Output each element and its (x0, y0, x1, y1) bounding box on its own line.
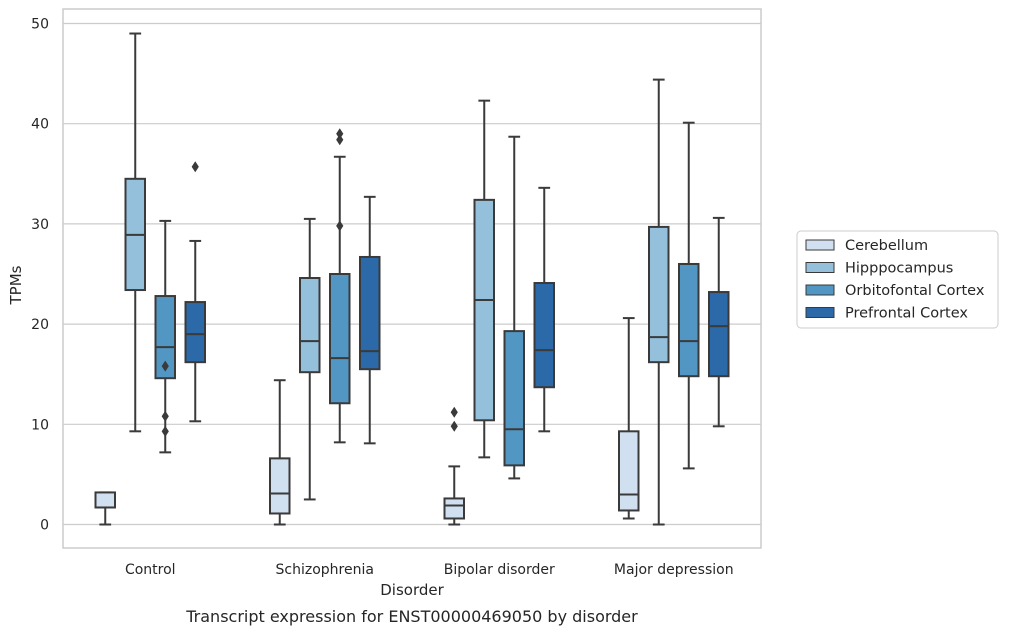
y-tick-label: 20 (31, 317, 49, 333)
y-tick-label: 50 (31, 17, 49, 33)
plot-background (63, 9, 761, 548)
outlier-point (161, 410, 169, 422)
x-axis-title: Disorder (380, 581, 444, 599)
y-tick-label: 10 (31, 417, 49, 433)
x-tick-label: Major depression (614, 562, 734, 578)
x-tick-label: Control (125, 562, 176, 578)
outlier-point (450, 406, 458, 418)
box-orbitofontal-cortex (154, 219, 176, 454)
box-iqr (359, 255, 381, 371)
box-iqr (473, 198, 495, 422)
box-prefrontal-cortex (184, 161, 206, 423)
gridlines (63, 22, 761, 526)
box-hipppocampus (299, 217, 321, 501)
box-iqr (269, 457, 291, 515)
x-axis-ticks: Control Schizophrenia Bipolar disorder Majo… (125, 562, 734, 578)
box-prefrontal-cortex (533, 186, 555, 433)
plot-frame (62, 8, 762, 549)
box-iqr (329, 273, 351, 405)
x-tick-label: Schizophrenia (276, 562, 374, 578)
box-iqr (708, 291, 730, 378)
legend: Cerebellum Hipppocampus Orbitofontal Corte… (796, 230, 999, 329)
box-iqr (678, 262, 700, 378)
legend-label: Cerebellum (845, 238, 928, 254)
box-orbitofontal-cortex (678, 121, 700, 470)
box-iqr (94, 491, 116, 509)
plot-area (63, 9, 761, 548)
box-iqr (533, 282, 555, 389)
plot-border (62, 8, 762, 549)
box-hipppocampus (648, 78, 670, 526)
y-axis-ticks: 0 10 20 30 40 50 (31, 17, 49, 534)
y-tick-label: 30 (31, 217, 49, 233)
legend-swatch (805, 307, 835, 318)
chart-caption: Transcript expression for ENST0000046905… (185, 607, 638, 626)
box-iqr (184, 301, 206, 364)
outlier-point (161, 425, 169, 437)
legend-swatch (805, 284, 835, 296)
box-marks (94, 32, 730, 526)
box-prefrontal-cortex (708, 216, 730, 428)
box-hipppocampus (473, 99, 495, 459)
legend-swatch (805, 262, 835, 273)
outlier-point (450, 420, 458, 432)
legend-swatch (805, 239, 835, 251)
box-iqr (154, 295, 176, 380)
box-iqr (503, 330, 525, 467)
box-prefrontal-cortex (359, 195, 381, 445)
outlier-point (336, 128, 344, 140)
y-tick-label: 0 (40, 518, 49, 534)
y-tick-label: 40 (31, 117, 49, 133)
legend-label: Hipppocampus (845, 261, 953, 277)
outlier-point (161, 360, 169, 372)
y-axis-title: TPMs (7, 265, 25, 305)
box-cerebellum (443, 406, 465, 526)
legend-label: Prefrontal Cortex (845, 306, 968, 322)
box-orbitofontal-cortex (329, 128, 351, 444)
box-iqr (299, 277, 321, 374)
legend-box (796, 230, 999, 329)
box-iqr (443, 497, 465, 520)
outlier-point (336, 134, 344, 146)
box-cerebellum (94, 491, 116, 526)
box-iqr (618, 430, 640, 512)
box-hipppocampus (124, 32, 146, 433)
box-iqr (648, 225, 670, 364)
box-cerebellum (618, 317, 640, 520)
x-tick-label: Bipolar disorder (444, 562, 555, 578)
legend-label: Orbitofontal Cortex (845, 283, 985, 299)
box-cerebellum (269, 379, 291, 526)
outlier-point (191, 161, 199, 173)
outlier-point (336, 220, 344, 232)
box-orbitofontal-cortex (503, 135, 525, 480)
